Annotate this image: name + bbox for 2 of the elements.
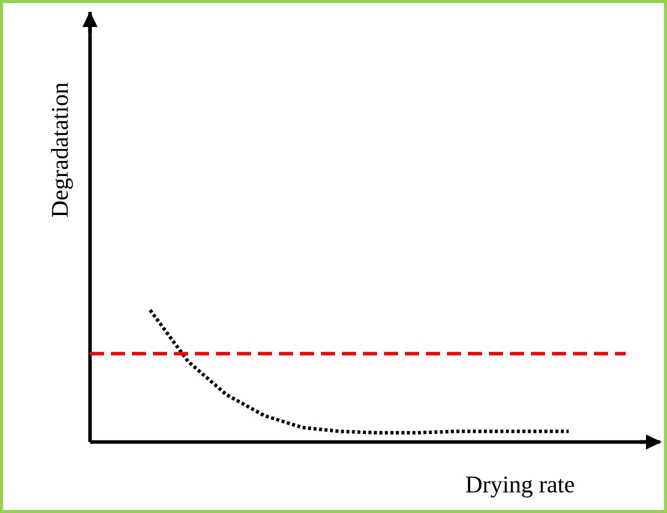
x-axis-title: Drying rate <box>466 476 574 498</box>
y-axis-title: Degradatation <box>51 82 73 218</box>
